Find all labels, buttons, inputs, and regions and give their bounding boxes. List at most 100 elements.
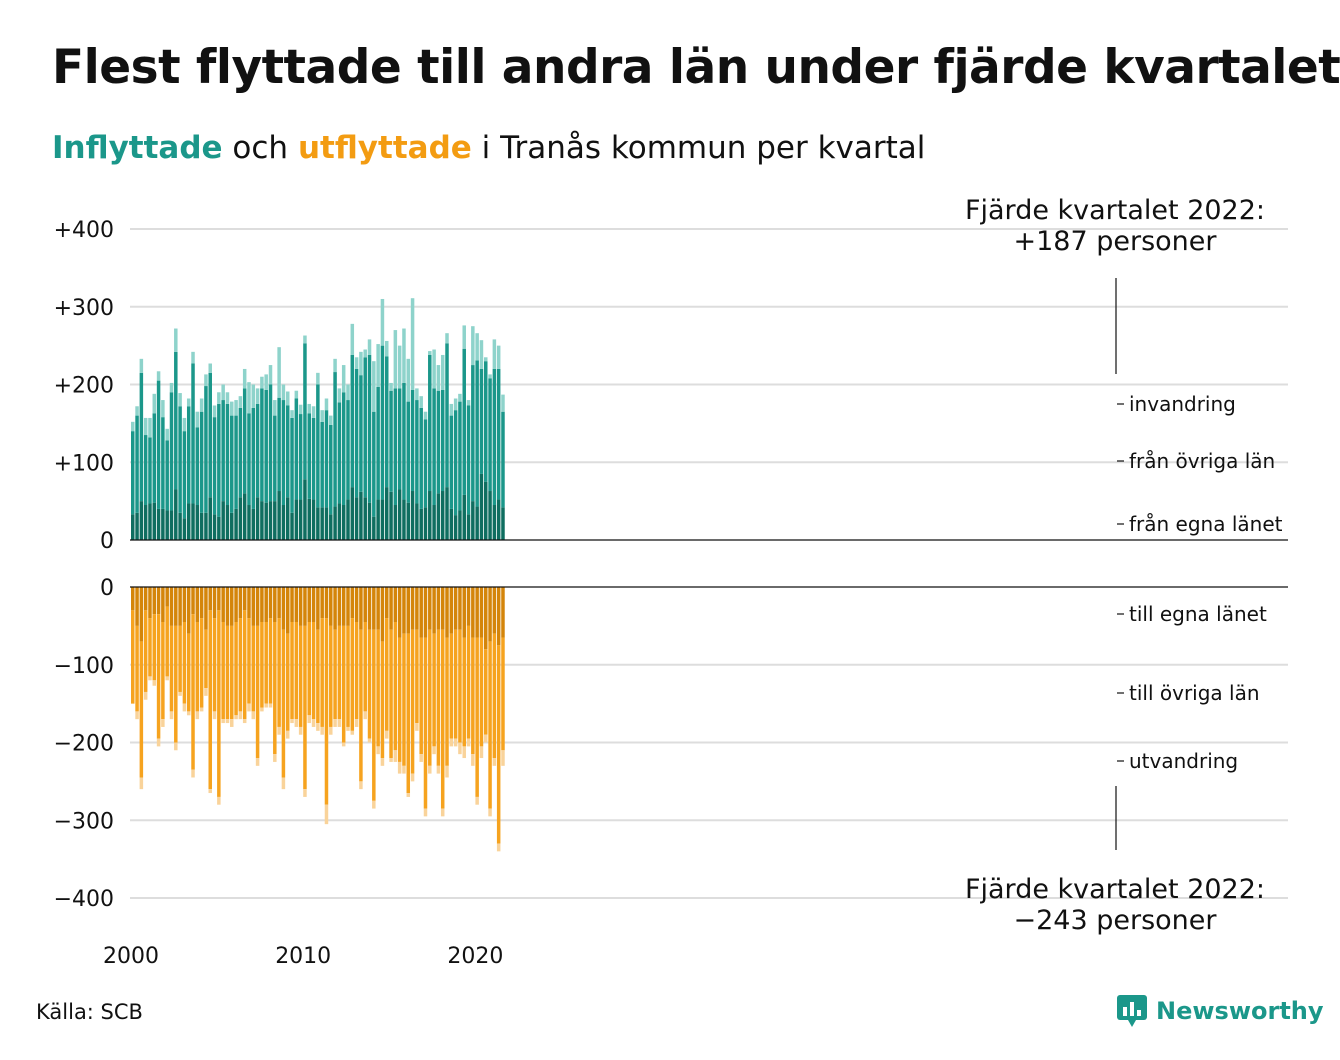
bar-out-0 [161,587,165,622]
bar-in-2 [471,326,475,366]
bar-in-1 [212,417,217,515]
bar-in-2 [341,365,346,393]
bar-in-1 [350,354,355,488]
bar-out-2 [281,777,286,790]
bar-out-0 [230,587,234,626]
bar-in-2 [273,400,277,416]
bar-in-0 [238,497,243,540]
bar-out-2 [178,691,182,696]
bar-out-1 [397,637,402,762]
bar-in-2 [152,393,157,414]
bar-in-1 [251,407,256,509]
bar-out-1 [428,629,432,766]
bar-out-1 [290,621,294,720]
bar-in-0 [251,508,256,540]
bar-out-1 [372,629,376,801]
bar-in-1 [230,415,234,513]
bar-out-2 [363,711,367,720]
bar-out-1 [208,610,212,790]
bar-in-1 [294,398,299,500]
bar-in-0 [406,502,411,540]
bar-out-2 [311,719,316,727]
bar-in-0 [475,506,479,540]
subtitle-in-word: Inflyttade [52,130,223,166]
bar-in-2 [492,339,497,369]
chart-subtitle: Inflyttade och utflyttade i Tranås kommu… [52,130,925,166]
bar-out-1 [471,637,475,755]
bar-in-1 [148,437,152,504]
bar-in-0 [376,499,380,540]
bar-in-1 [281,400,286,506]
annotations: Fjärde kvartalet 2022: +187 personer Fjä… [965,195,1265,936]
bar-out-1 [195,621,200,712]
bar-in-1 [453,410,458,516]
bar-out-2 [260,707,264,712]
bar-out-2 [376,746,380,755]
bar-in-1 [247,413,251,506]
bar-out-2 [251,711,256,720]
bar-in-0 [135,512,139,540]
bar-out-2 [445,765,449,778]
bar-in-2 [156,371,161,381]
bar-out-1 [247,618,251,704]
bar-in-2 [281,384,286,401]
bottom-y-tick-label: −400 [54,887,114,912]
bar-out-1 [406,633,411,794]
bar-out-0 [195,587,200,622]
bar-out-0 [148,587,152,619]
bar-in-1 [479,368,484,474]
bar-out-2 [346,726,350,731]
bar-out-1 [152,614,157,681]
bar-in-2 [389,382,393,391]
bar-out-2 [148,676,152,681]
bar-out-2 [428,765,432,774]
bar-in-0 [186,503,191,540]
bar-out-1 [178,625,182,692]
bar-out-2 [174,742,178,751]
bar-out-0 [475,587,479,638]
bar-in-1 [277,397,281,492]
bar-in-1 [182,431,187,519]
bar-out-2 [436,765,441,774]
bar-in-1 [260,388,264,502]
bar-in-2 [247,382,251,414]
bar-in-0 [131,514,135,540]
bar-out-0 [165,587,169,607]
bar-in-2 [501,394,505,412]
bar-out-1 [135,625,139,712]
bar-in-1 [178,406,182,513]
bar-out-1 [143,610,148,692]
bar-out-1 [376,629,380,747]
bar-out-0 [372,587,376,630]
bar-out-0 [143,587,148,611]
bar-out-2 [372,800,376,809]
top-annotation-line2: +187 personer [1013,226,1217,257]
bar-out-1 [139,641,144,778]
bar-out-0 [234,587,238,622]
bar-in-0 [316,507,320,540]
bar-out-1 [191,614,195,770]
bar-in-2 [432,349,436,389]
bar-in-1 [445,343,449,488]
bar-in-2 [397,345,402,389]
bar-out-0 [367,587,372,630]
bar-out-0 [484,587,488,650]
bar-in-1 [359,375,363,492]
bar-in-0 [204,512,208,540]
bar-in-0 [225,505,230,540]
bar-in-2 [359,351,363,376]
bar-in-0 [367,502,372,540]
bar-out-2 [333,719,337,727]
bar-out-0 [337,587,342,626]
bar-out-2 [255,758,260,766]
bar-in-2 [496,345,501,369]
bar-out-0 [363,587,367,622]
bar-out-2 [285,730,290,739]
bar-out-1 [445,637,449,766]
bar-in-0 [484,481,488,540]
bar-in-1 [311,417,316,500]
bar-out-2 [492,758,497,766]
bar-in-1 [423,419,428,508]
bar-out-0 [458,587,462,630]
